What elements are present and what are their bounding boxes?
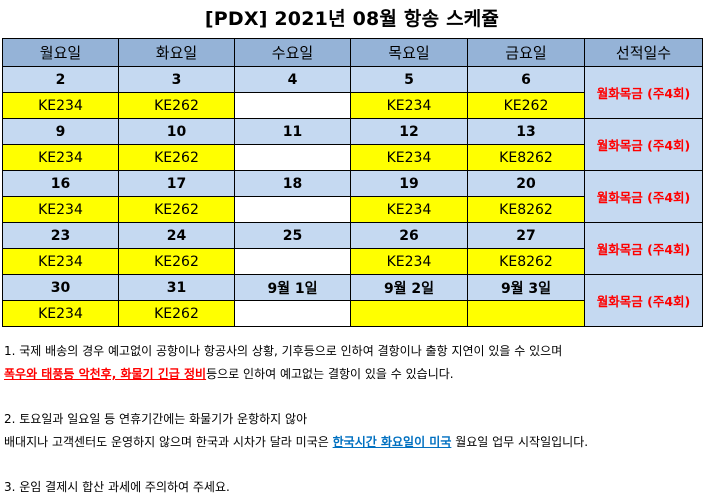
note-1-highlight: 폭우와 태풍등 악천후, 화물기 긴급 정비 bbox=[4, 367, 207, 381]
header-friday: 금요일 bbox=[467, 38, 585, 67]
flight-cell-tuesday: KE262 bbox=[118, 248, 235, 275]
note-2-post: 월요일 업무 시작일입니다. bbox=[451, 435, 589, 449]
note-2-pre: 배대지나 고객센터도 운영하지 않으며 한국과 시차가 달라 미국은 bbox=[4, 435, 333, 449]
date-cell-thursday: 9월 2일 bbox=[350, 274, 468, 301]
flight-cell-monday: KE234 bbox=[2, 196, 119, 223]
frequency-cell: 월화목금 (주4회) bbox=[584, 118, 703, 171]
flight-cell-wednesday bbox=[234, 248, 351, 275]
flight-cell-thursday bbox=[350, 300, 468, 327]
page-title: [PDX] 2021년 08월 항송 스케쥴 bbox=[204, 8, 500, 30]
flight-row: KE234 KE262 KE234 KE8262 bbox=[2, 196, 703, 223]
frequency-cell: 월화목금 (주4회) bbox=[584, 170, 703, 223]
date-row: 9 10 11 12 13 월화목금 (주4회) bbox=[2, 118, 703, 171]
flight-cell-wednesday bbox=[234, 300, 351, 327]
schedule-table: 월요일 화요일 수요일 목요일 금요일 선적일수 2 3 4 5 6 월화목금 (주4회)… bbox=[2, 38, 703, 327]
date-cell-monday: 23 bbox=[2, 222, 119, 249]
date-cell-wednesday: 9월 1일 bbox=[234, 274, 351, 301]
date-cell-wednesday: 4 bbox=[234, 66, 351, 93]
date-row: 30 31 9월 1일 9월 2일 9월 3일 월화목금 (주4회) bbox=[2, 274, 703, 327]
header-row: 월요일 화요일 수요일 목요일 금요일 선적일수 bbox=[2, 38, 703, 67]
note-2-line-1: 2. 토요일과 일요일 등 연휴기간에는 화물기가 운항하지 않아 bbox=[4, 412, 308, 426]
flight-cell-friday: KE8262 bbox=[467, 196, 585, 223]
header-tuesday: 화요일 bbox=[118, 38, 235, 67]
date-row: 16 17 18 19 20 월화목금 (주4회) bbox=[2, 170, 703, 223]
date-cell-friday: 6 bbox=[467, 66, 585, 93]
note-1-rest: 등으로 인하여 예고없는 결항이 있을 수 있습니다. bbox=[206, 367, 454, 381]
flight-row: KE234 KE262 KE234 KE8262 bbox=[2, 248, 703, 275]
flight-cell-thursday: KE234 bbox=[350, 144, 468, 171]
date-cell-monday: 16 bbox=[2, 170, 119, 197]
flight-cell-friday: KE262 bbox=[467, 92, 585, 119]
note-1-line-1: 1. 국제 배송의 경우 예고없이 공항이나 항공사의 상황, 기후등으로 인하… bbox=[4, 344, 563, 358]
date-cell-wednesday: 11 bbox=[234, 118, 351, 145]
notes: 1. 국제 배송의 경우 예고없이 공항이나 항공사의 상황, 기후등으로 인하… bbox=[4, 340, 588, 499]
date-cell-thursday: 5 bbox=[350, 66, 468, 93]
note-2-highlight: 한국시간 화요일이 미국 bbox=[332, 435, 452, 449]
flight-cell-thursday: KE234 bbox=[350, 196, 468, 223]
frequency-cell: 월화목금 (주4회) bbox=[584, 274, 703, 327]
flight-cell-friday bbox=[467, 300, 585, 327]
flight-cell-tuesday: KE262 bbox=[118, 92, 235, 119]
header-frequency: 선적일수 bbox=[584, 38, 703, 67]
date-cell-tuesday: 3 bbox=[118, 66, 235, 93]
date-cell-tuesday: 17 bbox=[118, 170, 235, 197]
date-cell-tuesday: 24 bbox=[118, 222, 235, 249]
flight-cell-wednesday bbox=[234, 92, 351, 119]
header-monday: 월요일 bbox=[2, 38, 119, 67]
date-cell-friday: 9월 3일 bbox=[467, 274, 585, 301]
flight-row: KE234 KE262 KE234 KE262 bbox=[2, 92, 703, 119]
flight-cell-tuesday: KE262 bbox=[118, 300, 235, 327]
header-thursday: 목요일 bbox=[350, 38, 468, 67]
frequency-cell: 월화목금 (주4회) bbox=[584, 222, 703, 275]
flight-cell-monday: KE234 bbox=[2, 92, 119, 119]
date-cell-monday: 30 bbox=[2, 274, 119, 301]
flight-cell-wednesday bbox=[234, 144, 351, 171]
flight-row: KE234 KE262 bbox=[2, 300, 703, 327]
header-wednesday: 수요일 bbox=[234, 38, 351, 67]
flight-cell-tuesday: KE262 bbox=[118, 144, 235, 171]
flight-cell-friday: KE8262 bbox=[467, 248, 585, 275]
note-3: 3. 운임 결제시 합산 과세에 주의하여 주세요. bbox=[4, 480, 230, 494]
flight-cell-thursday: KE234 bbox=[350, 248, 468, 275]
date-cell-friday: 13 bbox=[467, 118, 585, 145]
date-cell-monday: 9 bbox=[2, 118, 119, 145]
date-cell-friday: 20 bbox=[467, 170, 585, 197]
note-2-line-2: 배대지나 고객센터도 운영하지 않으며 한국과 시차가 달라 미국은 한국시간 … bbox=[4, 431, 588, 454]
date-cell-thursday: 12 bbox=[350, 118, 468, 145]
flight-cell-friday: KE8262 bbox=[467, 144, 585, 171]
note-1-line-2: 폭우와 태풍등 악천후, 화물기 긴급 정비등으로 인하여 예고없는 결항이 있… bbox=[4, 363, 588, 386]
date-cell-wednesday: 25 bbox=[234, 222, 351, 249]
flight-cell-wednesday bbox=[234, 196, 351, 223]
flight-cell-monday: KE234 bbox=[2, 300, 119, 327]
date-cell-thursday: 26 bbox=[350, 222, 468, 249]
flight-row: KE234 KE262 KE234 KE8262 bbox=[2, 144, 703, 171]
date-row: 2 3 4 5 6 월화목금 (주4회) bbox=[2, 66, 703, 119]
date-row: 23 24 25 26 27 월화목금 (주4회) bbox=[2, 222, 703, 275]
flight-cell-tuesday: KE262 bbox=[118, 196, 235, 223]
frequency-cell: 월화목금 (주4회) bbox=[584, 66, 703, 119]
date-cell-friday: 27 bbox=[467, 222, 585, 249]
flight-cell-monday: KE234 bbox=[2, 248, 119, 275]
date-cell-wednesday: 18 bbox=[234, 170, 351, 197]
date-cell-thursday: 19 bbox=[350, 170, 468, 197]
flight-cell-thursday: KE234 bbox=[350, 92, 468, 119]
date-cell-monday: 2 bbox=[2, 66, 119, 93]
flight-cell-monday: KE234 bbox=[2, 144, 119, 171]
date-cell-tuesday: 31 bbox=[118, 274, 235, 301]
date-cell-tuesday: 10 bbox=[118, 118, 235, 145]
